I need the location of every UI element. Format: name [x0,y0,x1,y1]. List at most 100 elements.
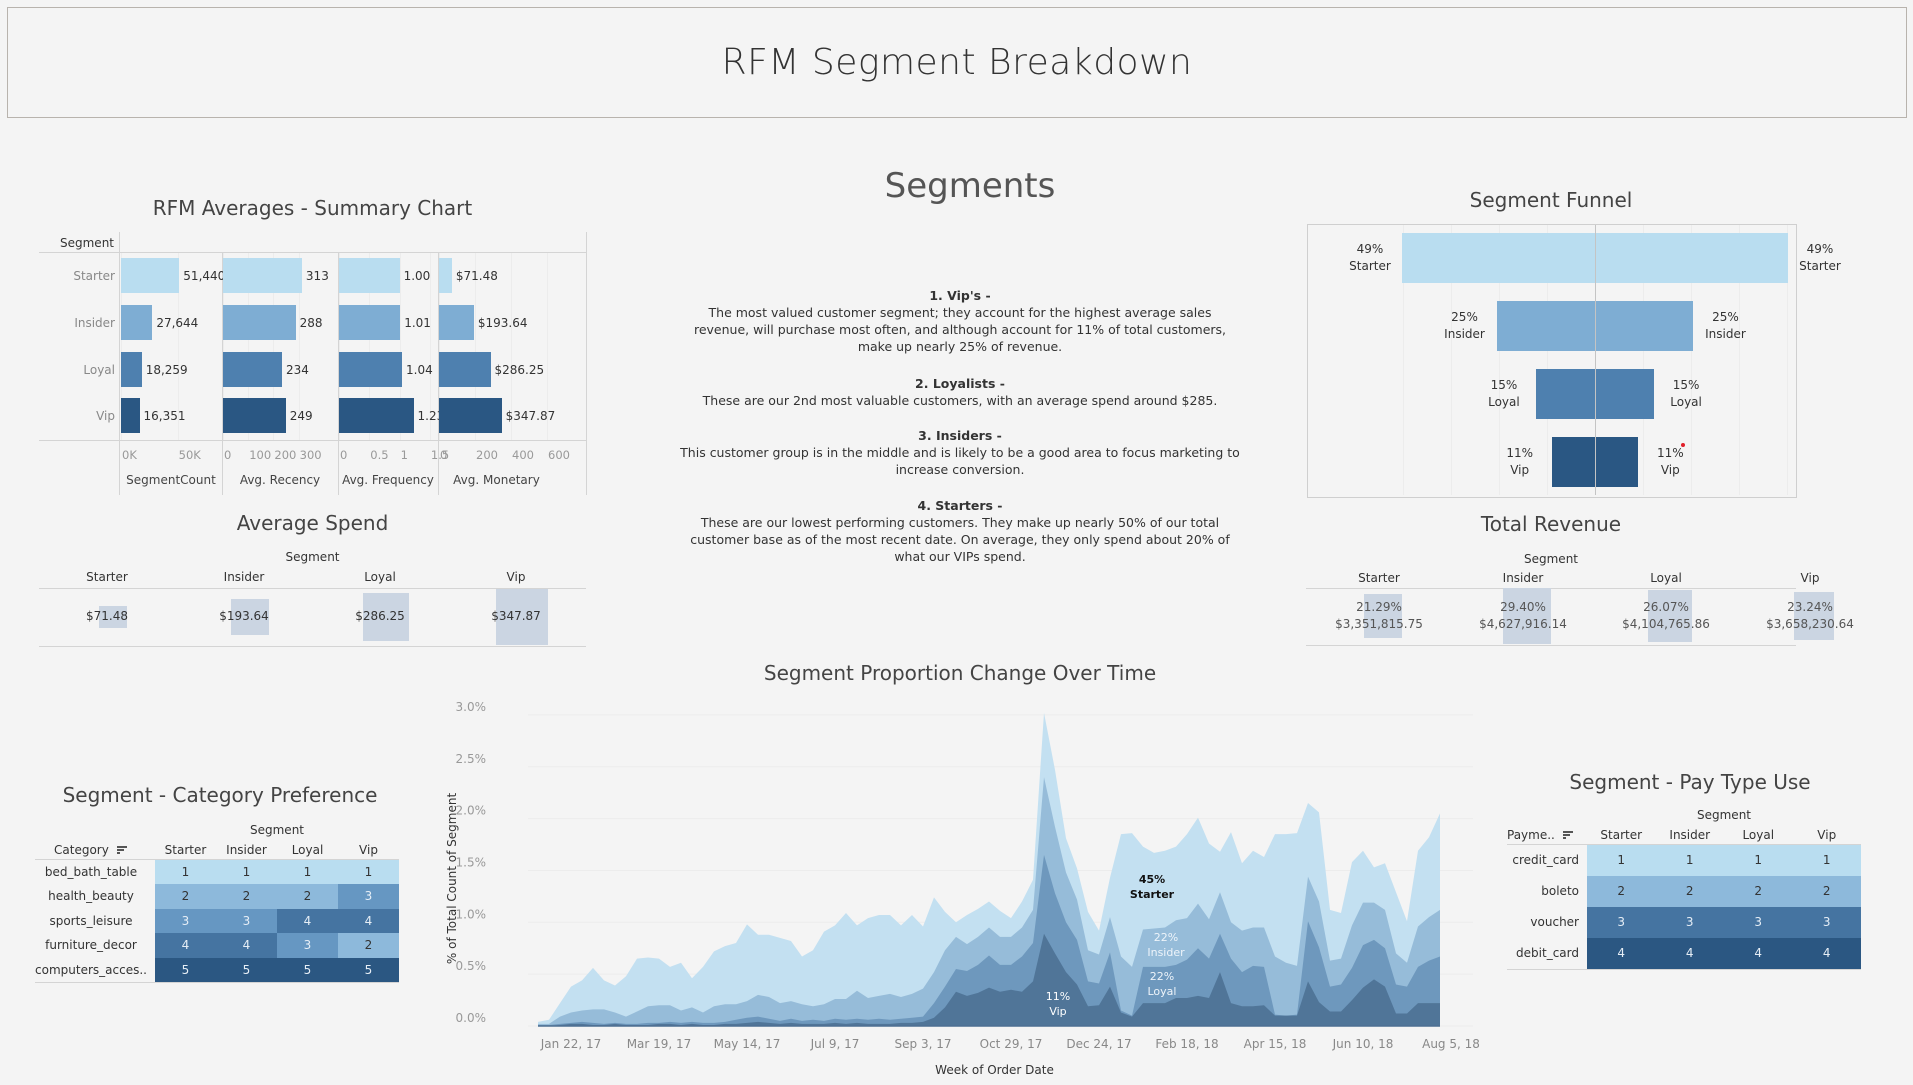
bar-avg-monetary-starter[interactable] [439,258,452,293]
rank-cell[interactable]: 1 [1655,845,1724,876]
gridline [1739,225,1740,495]
gridline [1691,225,1692,495]
rank-cell[interactable]: 4 [155,933,216,958]
bar-avg-frequency-vip[interactable] [339,398,414,433]
segment-description-item: 3. Insiders - This customer group is in t… [680,427,1240,478]
bar-segmentcount-vip[interactable] [121,398,140,433]
bar-avg-monetary-insider[interactable] [439,305,474,340]
column-header: Starter [1600,828,1643,842]
rank-cell[interactable]: 3 [1724,907,1793,938]
area-label-starter-name: Starter [1130,888,1175,901]
revenue-percent[interactable]: 23.24% [1787,600,1833,614]
bar-avg-monetary-vip[interactable] [439,398,502,433]
rank-cell[interactable]: 3 [1655,907,1724,938]
rank-cell[interactable]: 3 [1587,907,1656,938]
rank-cell[interactable]: 1 [1792,845,1861,876]
funnel-segment: Insider [1444,327,1485,341]
rank-cell[interactable]: 1 [1587,845,1656,876]
rank-cell[interactable]: 1 [277,860,338,885]
rank-cell[interactable]: 1 [155,860,216,885]
segment-header: Segment [1697,808,1751,822]
rank-cell[interactable]: 2 [1724,876,1793,907]
axis-tick-label: 0 [224,448,232,462]
rank-cell[interactable]: 3 [155,908,216,934]
rank-cell[interactable]: 2 [338,933,399,958]
rank-cell[interactable]: 2 [155,884,216,909]
divider [39,588,586,589]
divider [119,232,120,495]
average-spend-value[interactable]: $71.48 [86,609,128,623]
bar-avg-monetary-loyal[interactable] [439,352,491,387]
rank-cell[interactable]: 4 [1792,938,1861,969]
bar-avg-recency-starter[interactable] [223,258,302,293]
funnel-bar-insider[interactable] [1496,301,1694,351]
sort-icon[interactable] [1562,831,1573,840]
area-loyal[interactable] [538,854,1440,1026]
revenue-amount[interactable]: $4,627,916.14 [1479,617,1567,631]
rank-cell[interactable]: 3 [1792,907,1861,938]
revenue-amount[interactable]: $4,104,765.86 [1622,617,1710,631]
bar-value-label: 16,351 [143,409,186,423]
rank-cell[interactable]: 5 [155,957,216,982]
rank-cell[interactable]: 4 [216,933,277,958]
rank-cell[interactable]: 5 [216,957,277,982]
rank-cell[interactable]: 4 [1587,938,1656,969]
bar-value-label: 27,644 [156,316,199,330]
rank-cell[interactable]: 5 [338,957,399,982]
rank-cell[interactable]: 2 [277,884,338,909]
gridline [223,253,224,440]
column-header: Insider [223,570,265,584]
sort-icon[interactable] [116,846,127,855]
rank-cell[interactable]: 3 [277,933,338,958]
bar-avg-frequency-loyal[interactable] [339,352,403,387]
divider [1507,844,1861,845]
rfm-row-header: Segment [60,236,114,250]
revenue-percent[interactable]: 21.29% [1356,600,1402,614]
rank-cell[interactable]: 2 [1655,876,1724,907]
bar-segmentcount-starter[interactable] [121,258,180,293]
bar-avg-frequency-insider[interactable] [339,305,401,340]
rank-cell[interactable]: 5 [277,957,338,982]
bar-value-label: 234 [286,363,309,377]
bar-value-label: 1.23 [417,409,445,423]
bar-avg-frequency-starter[interactable] [339,258,400,293]
rank-cell[interactable]: 1 [216,860,277,885]
area-vip[interactable] [538,933,1440,1026]
rank-cell[interactable]: 4 [1655,938,1724,969]
average-spend-value[interactable]: $286.25 [355,609,405,623]
revenue-percent[interactable]: 29.40% [1500,600,1546,614]
revenue-amount[interactable]: $3,351,815.75 [1335,617,1423,631]
rank-cell[interactable]: 3 [216,908,277,934]
column-header: Insider [226,843,267,857]
rank-cell[interactable]: 2 [1792,876,1861,907]
revenue-percent[interactable]: 26.07% [1643,600,1689,614]
bar-segmentcount-loyal[interactable] [121,352,142,387]
average-spend-value[interactable]: $193.64 [219,609,269,623]
bar-avg-recency-loyal[interactable] [223,352,282,387]
funnel-label-right: 49% Starter [1792,241,1848,275]
rank-cell[interactable]: 1 [338,860,399,885]
bar-avg-recency-vip[interactable] [223,398,286,433]
rank-cell[interactable]: 2 [216,884,277,909]
funnel-bar-loyal[interactable] [1535,369,1655,419]
divider [1507,969,1861,970]
marker-dot [1681,443,1685,447]
rank-cell[interactable]: 2 [1587,876,1656,907]
y-tick-label: 0.0% [456,1011,487,1025]
gridline [1643,225,1644,495]
bar-avg-recency-insider[interactable] [223,305,296,340]
gridline [298,253,300,440]
rank-cell[interactable]: 4 [277,908,338,934]
bar-segmentcount-insider[interactable] [121,305,153,340]
rank-cell[interactable]: 3 [338,884,399,909]
revenue-amount[interactable]: $3,658,230.64 [1766,617,1854,631]
rank-cell[interactable]: 4 [1724,938,1793,969]
rank-cell[interactable]: 4 [338,908,399,934]
average-spend-value[interactable]: $347.87 [491,609,541,623]
rank-cell[interactable]: 1 [1724,845,1793,876]
gridline [429,253,431,440]
pay-type-title: Segment - Pay Type Use [1569,770,1811,794]
gridline [248,253,250,440]
funnel-bar-vip[interactable] [1551,437,1639,487]
x-tick-label: May 14, 17 [714,1037,781,1051]
